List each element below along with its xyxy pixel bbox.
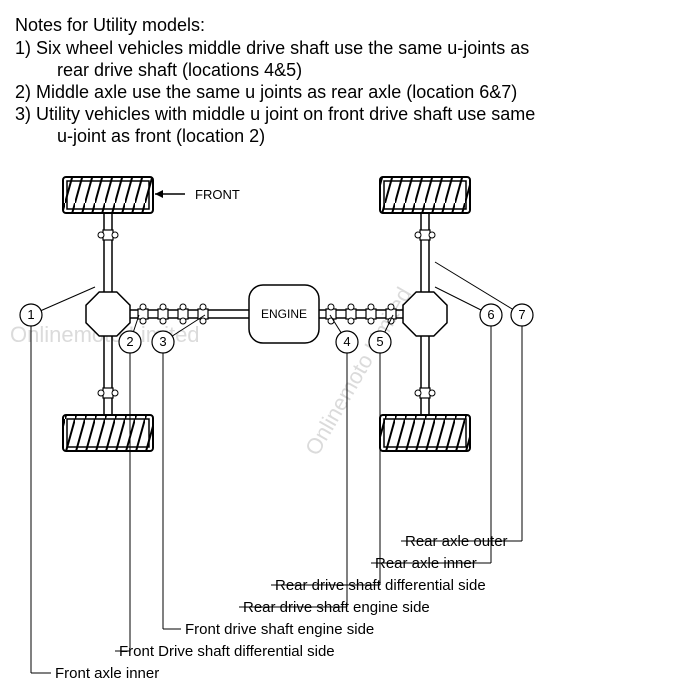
- note-1-line1: 1) Six wheel vehicles middle drive shaft…: [15, 38, 685, 59]
- callout-label-2: Front Drive shaft differential side: [119, 643, 335, 660]
- svg-text:5: 5: [376, 334, 383, 349]
- note-2-line1: 2) Middle axle use the same u joints as …: [15, 82, 685, 103]
- diagram-area: Onlinemoto Limited Onlinemoto Limited EN…: [15, 167, 685, 697]
- drivetrain-diagram: ENGINE 1 2 3 4 5 6 7: [15, 167, 685, 697]
- note-3-line2: u-joint as front (location 2): [15, 126, 685, 147]
- svg-text:7: 7: [518, 307, 525, 322]
- callout-label-6: Rear axle inner: [375, 555, 477, 572]
- notes-title: Notes for Utility models:: [15, 15, 685, 36]
- note-3-line1: 3) Utility vehicles with middle u joint …: [15, 104, 685, 125]
- svg-text:1: 1: [27, 307, 34, 322]
- svg-text:4: 4: [343, 334, 350, 349]
- svg-text:6: 6: [487, 307, 494, 322]
- callout-label-5: Rear drive shaft differential side: [275, 577, 486, 594]
- callout-label-7: Rear axle outer: [405, 533, 508, 550]
- note-1-line2: rear drive shaft (locations 4&5): [15, 60, 685, 81]
- callout-label-4: Rear drive shaft engine side: [243, 599, 430, 616]
- callout-label-3: Front drive shaft engine side: [185, 621, 374, 638]
- svg-text:3: 3: [159, 334, 166, 349]
- svg-text:ENGINE: ENGINE: [261, 307, 307, 321]
- svg-text:2: 2: [126, 334, 133, 349]
- front-label: FRONT: [195, 187, 240, 202]
- callout-label-1: Front axle inner: [55, 665, 159, 682]
